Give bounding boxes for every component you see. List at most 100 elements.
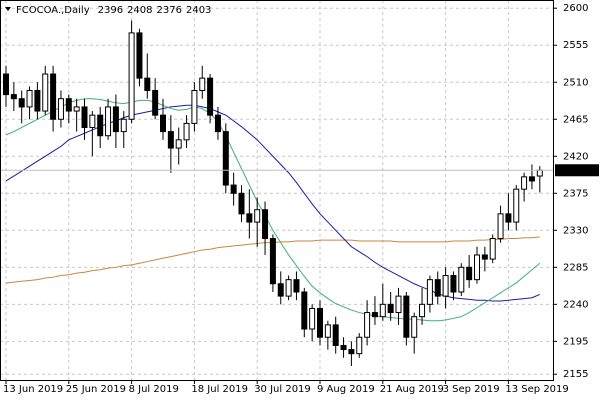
header-high: 2408	[127, 5, 152, 16]
candle-body	[160, 114, 166, 133]
candle-body	[309, 307, 316, 330]
candle-body	[112, 106, 119, 133]
header-close: 2403	[186, 5, 211, 16]
candle-body	[466, 266, 473, 281]
candle-body	[458, 266, 465, 293]
candle-body	[50, 73, 57, 120]
candle-body	[144, 77, 151, 91]
y-tick-label: 2285	[563, 262, 588, 273]
candle-body	[57, 98, 64, 120]
candle-body	[277, 283, 284, 297]
candle-body	[97, 114, 104, 137]
price-label: 2403	[563, 165, 588, 176]
candle-body	[505, 213, 512, 223]
candle-body	[26, 89, 33, 108]
candle-body	[513, 188, 520, 223]
candle-body	[426, 279, 433, 305]
candle-body	[521, 176, 528, 190]
candle-body	[3, 73, 9, 96]
x-tick-label: 8 Jul 2019	[129, 384, 179, 395]
plot-frame	[0, 0, 554, 381]
candle-body	[254, 209, 261, 223]
candle-body	[18, 98, 25, 108]
candle-body	[230, 184, 237, 194]
candle-body	[411, 316, 418, 338]
candle-body	[238, 192, 245, 215]
x-tick-label: 9 Aug 2019	[317, 384, 375, 395]
candle-body	[269, 238, 276, 285]
x-tick-label: 13 Jun 2019	[3, 384, 63, 395]
candle-body	[497, 213, 504, 240]
candle-body	[387, 303, 394, 314]
candle-body	[105, 106, 112, 137]
candle-body	[152, 89, 159, 116]
candle-body	[136, 32, 143, 79]
y-tick-label: 2465	[563, 114, 588, 125]
y-tick-label: 2510	[563, 77, 588, 88]
x-tick-label: 25 Jun 2019	[66, 384, 126, 395]
x-tick-label: 21 Aug 2019	[380, 384, 444, 395]
y-tick-label: 2375	[563, 188, 588, 199]
moving-average	[5, 104, 540, 302]
candle-body	[301, 291, 308, 330]
candle-body	[340, 344, 347, 351]
candle-body	[128, 32, 135, 120]
candle-body	[442, 275, 449, 297]
y-tick-label: 2330	[563, 225, 588, 236]
chart-header: FCOCOA.,Daily 2396 2408 2376 2403	[16, 5, 211, 16]
candle-body	[317, 307, 323, 338]
menu-icon	[5, 7, 11, 11]
candle-body	[183, 122, 190, 141]
candle-body	[89, 114, 96, 128]
candle-body	[285, 279, 292, 297]
header-open: 2396	[98, 5, 123, 16]
chart-title: FCOCOA.,Daily	[16, 5, 90, 16]
candle-body	[403, 295, 410, 338]
candle-body	[379, 303, 386, 318]
candle-body	[348, 349, 355, 355]
candle-body	[34, 89, 41, 112]
candle-body	[73, 106, 80, 112]
candle-body	[246, 213, 253, 223]
candle-body	[450, 275, 457, 293]
x-tick-label: 3 Sep 2019	[443, 384, 500, 395]
header-low: 2376	[157, 5, 182, 16]
candle-body	[199, 77, 206, 91]
candle-body	[81, 106, 88, 128]
price-label-box	[555, 164, 599, 177]
candle-body	[42, 73, 49, 112]
candle-body	[175, 139, 182, 149]
candle-body	[536, 169, 543, 177]
candle-body	[528, 176, 535, 182]
candle-body	[474, 254, 480, 281]
candle-body	[419, 303, 426, 318]
candle-body	[332, 324, 339, 346]
candle-body	[10, 94, 17, 100]
candle-body	[395, 295, 402, 314]
candle-body	[481, 254, 488, 260]
candle-body	[222, 131, 229, 186]
x-tick-label: 30 Jul 2019	[254, 384, 311, 395]
candle-body	[371, 312, 378, 318]
x-tick-label: 13 Sep 2019	[505, 384, 568, 395]
y-tick-label: 2600	[563, 3, 588, 14]
moving-average	[5, 98, 541, 322]
candle-body	[489, 238, 496, 260]
x-tick-label: 18 Jul 2019	[191, 384, 248, 395]
candle-body	[364, 312, 371, 338]
y-tick-label: 2240	[563, 299, 588, 310]
candle-body	[356, 336, 363, 355]
candle-body	[293, 279, 300, 293]
y-tick-label: 2420	[563, 151, 588, 162]
candle-body	[207, 77, 214, 116]
candle-body	[65, 98, 72, 112]
candle-body	[262, 209, 269, 240]
marks	[0, 20, 553, 367]
y-tick-label: 2155	[563, 369, 588, 380]
candle-body	[434, 279, 441, 297]
candle-body	[120, 118, 127, 133]
y-tick-label: 2195	[563, 336, 588, 347]
candle-body	[191, 89, 198, 124]
